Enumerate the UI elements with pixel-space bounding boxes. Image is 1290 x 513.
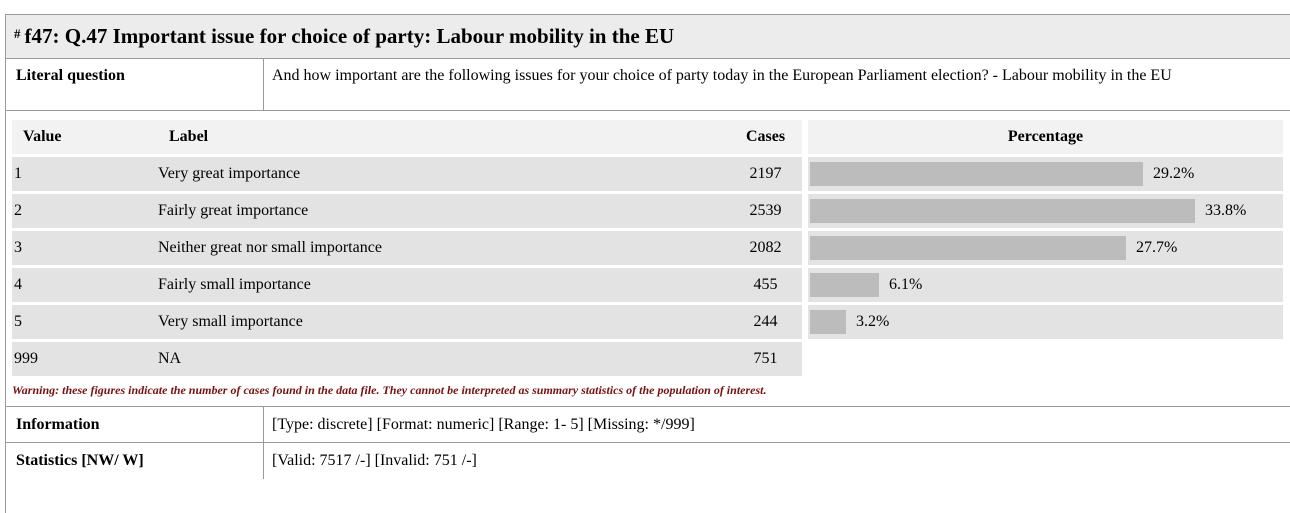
- percentage-bar: [810, 199, 1195, 223]
- frequency-table-body: 1 Very great importance 2197 29.2% 2 Fairly g…: [12, 157, 1283, 376]
- row-value-text: 1: [14, 165, 22, 182]
- row-label: Neither great nor small importance: [158, 231, 729, 265]
- row-value: 3: [12, 231, 158, 265]
- row-value: 5: [12, 305, 158, 339]
- literal-question-text: And how important are the following issu…: [272, 67, 1172, 84]
- variable-title: f47: Q.47 Important issue for choice of …: [24, 24, 675, 48]
- table-row: 4 Fairly small importance 455 6.1%: [12, 268, 1283, 302]
- row-percentage: 6.1%: [808, 268, 1283, 302]
- statistics-row: Statistics [NW/ W] [Valid: 7517 /-] [Inv…: [6, 443, 1290, 479]
- row-cases: 751: [729, 342, 802, 376]
- row-percentage: 33.8%: [808, 194, 1283, 228]
- row-cases: 2082: [729, 231, 802, 265]
- percentage-bar: [810, 273, 879, 297]
- information-value: [Type: discrete] [Format: numeric] [Rang…: [272, 415, 695, 433]
- row-percentage: 29.2%: [808, 157, 1283, 191]
- column-header-value: Value: [12, 120, 158, 154]
- literal-question-label: Literal question: [6, 59, 264, 110]
- row-label: Very small importance: [158, 305, 729, 339]
- percentage-bar: [810, 236, 1126, 260]
- row-label: Fairly great importance: [158, 194, 729, 228]
- information-row: Information [Type: discrete] [Format: nu…: [6, 407, 1290, 443]
- row-value-text: 5: [14, 313, 22, 330]
- literal-question-row: Literal question And how important are t…: [6, 59, 1290, 111]
- row-value-text: 999: [14, 350, 38, 367]
- row-gap: [802, 268, 808, 302]
- row-label: Fairly small importance: [158, 268, 729, 302]
- statistics-value: [Valid: 7517 /-] [Invalid: 751 /-]: [272, 452, 477, 469]
- row-gap: [802, 305, 808, 339]
- percentage-label: 33.8%: [1205, 202, 1247, 219]
- row-cases: 2539: [729, 194, 802, 228]
- statistics-label: Statistics [NW/ W]: [6, 443, 264, 479]
- frequency-header-row: Value Label Cases Percentage: [12, 120, 1283, 154]
- frequency-section: Value Label Cases Percentage 1 Very great…: [6, 111, 1290, 407]
- percentage-label: 6.1%: [889, 276, 923, 293]
- percentage-label: 3.2%: [856, 313, 890, 330]
- variable-title-bar: # f47: Q.47 Important issue for choice o…: [6, 15, 1290, 59]
- row-percentage: 3.2%: [808, 305, 1283, 339]
- row-cases: 455: [729, 268, 802, 302]
- percentage-bar: [810, 310, 846, 334]
- row-gap: [802, 194, 808, 228]
- percentage-label: 27.7%: [1136, 239, 1178, 256]
- warning-note: Warning: these figures indicate the numb…: [12, 383, 767, 397]
- row-value: 1: [12, 157, 158, 191]
- anchor-hash[interactable]: #: [14, 25, 21, 41]
- percentage-bar: [810, 162, 1143, 186]
- row-gap: [802, 157, 808, 191]
- row-label: Very great importance: [158, 157, 729, 191]
- column-gap: [802, 120, 808, 154]
- table-row: 999 NA 751: [12, 342, 1283, 376]
- row-value-text: 4: [14, 276, 22, 293]
- row-value: 999: [12, 342, 158, 376]
- table-row: 3 Neither great nor small importance 2082 2…: [12, 231, 1283, 265]
- row-value: 4: [12, 268, 158, 302]
- information-label: Information: [6, 407, 264, 442]
- row-gap: [802, 231, 808, 265]
- table-row: 2 Fairly great importance 2539 33.8%: [12, 194, 1283, 228]
- row-percentage: 27.7%: [808, 231, 1283, 265]
- row-gap: [802, 342, 808, 376]
- percentage-label: 29.2%: [1153, 165, 1195, 182]
- row-cases: 244: [729, 305, 802, 339]
- column-header-percentage: Percentage: [808, 120, 1283, 154]
- row-value: 2: [12, 194, 158, 228]
- frequency-table: Value Label Cases Percentage 1 Very great…: [12, 117, 1283, 379]
- table-row: 1 Very great importance 2197 29.2%: [12, 157, 1283, 191]
- row-value-text: 3: [14, 239, 22, 256]
- row-label: NA: [158, 342, 729, 376]
- row-cases: 2197: [729, 157, 802, 191]
- column-header-cases: Cases: [729, 120, 802, 154]
- row-value-text: 2: [14, 202, 22, 219]
- column-header-label: Label: [158, 120, 729, 154]
- row-percentage: [808, 342, 1283, 376]
- table-row: 5 Very small importance 244 3.2%: [12, 305, 1283, 339]
- variable-panel: # f47: Q.47 Important issue for choice o…: [5, 14, 1290, 513]
